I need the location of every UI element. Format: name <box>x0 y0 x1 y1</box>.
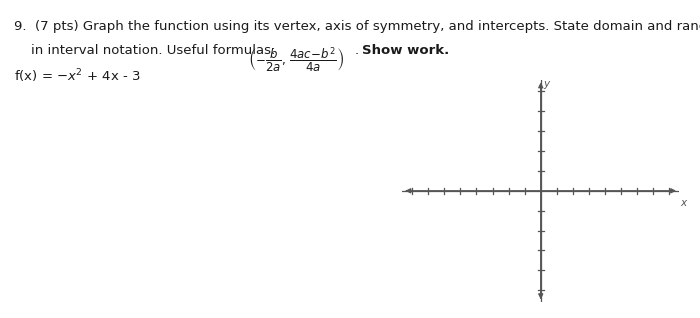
Text: in interval notation. Useful formulas:: in interval notation. Useful formulas: <box>14 44 279 57</box>
Text: $\left(-\dfrac{b}{2a},\,\dfrac{4ac\!-\!b^2}{4a}\right)$: $\left(-\dfrac{b}{2a},\,\dfrac{4ac\!-\!b… <box>248 46 344 75</box>
Text: 9.  (7 pts) Graph the function using its vertex, axis of symmetry, and intercept: 9. (7 pts) Graph the function using its … <box>14 20 700 33</box>
Text: f(x) = $-x^2$ + 4x - 3: f(x) = $-x^2$ + 4x - 3 <box>14 67 141 85</box>
Text: .: . <box>355 44 363 57</box>
Text: y: y <box>543 79 550 88</box>
Text: x: x <box>680 198 686 208</box>
Text: Show work.: Show work. <box>362 44 449 57</box>
